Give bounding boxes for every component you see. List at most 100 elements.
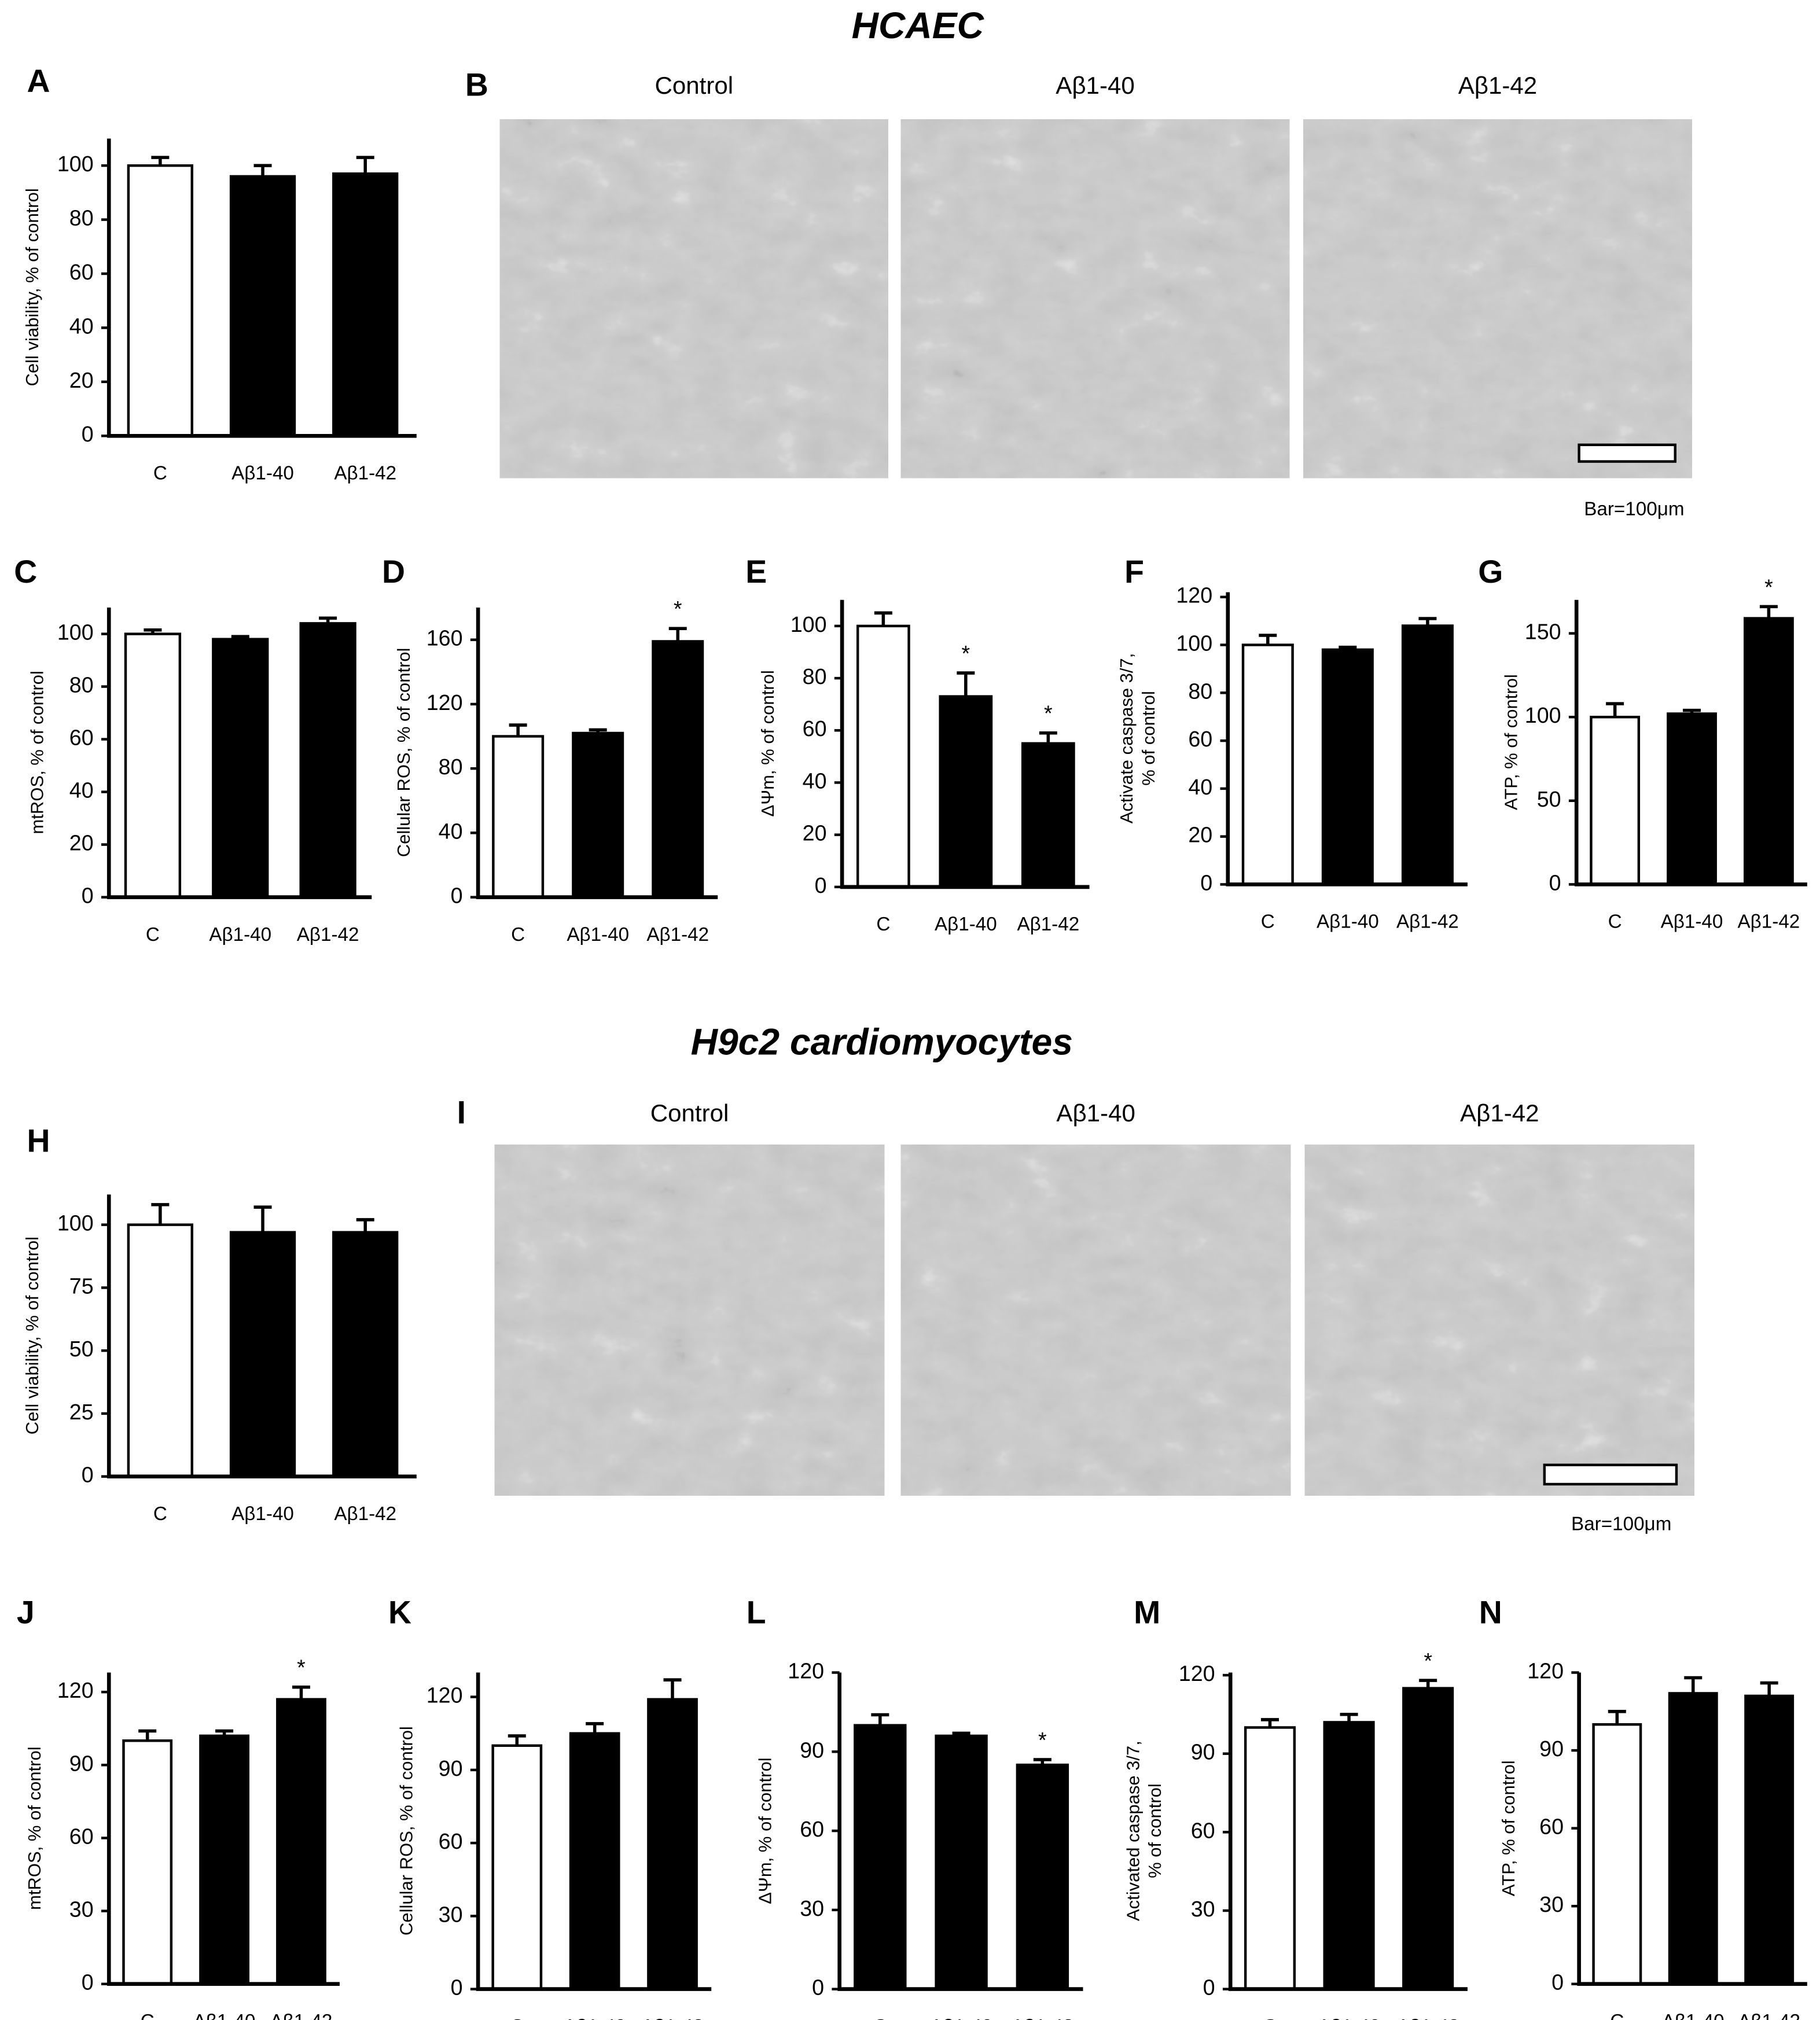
- bar: [572, 731, 624, 899]
- y-tick-label: 20: [803, 821, 827, 845]
- significance: *: [674, 597, 682, 621]
- y-tick-label: 60: [1539, 1815, 1564, 1839]
- error-bar: [668, 627, 687, 642]
- axis: [1226, 592, 1468, 886]
- error-bar: [1608, 1710, 1626, 1725]
- x-tick-label: Aβ1-40: [1317, 911, 1379, 933]
- image-caption: Aβ1-42: [1460, 1099, 1539, 1127]
- y-tick-label: 60: [1191, 1818, 1215, 1842]
- error-bar: [589, 728, 607, 733]
- bar: [1321, 648, 1374, 886]
- x-tick-label: Aβ1-40: [231, 1503, 294, 1525]
- y-axis-label: Cell viability, % of control: [22, 1237, 42, 1434]
- error-bar: [356, 1218, 374, 1232]
- x-tick-label: Aβ1-42: [1738, 2011, 1800, 2020]
- y-axis-label: Cellular ROS, % of control: [396, 1726, 416, 1936]
- scale-label: Bar=100μm: [1571, 1514, 1671, 1535]
- y-tick-label: 40: [439, 819, 463, 843]
- y-tick-label: 30: [800, 1896, 824, 1920]
- x-tick-label: Aβ1-42: [297, 924, 359, 945]
- bar: [935, 1734, 988, 1990]
- y-tick-label: 30: [69, 1897, 94, 1922]
- image-caption: Control: [650, 1099, 729, 1127]
- x-tick-label: Aβ1-40: [564, 2016, 626, 2020]
- y-axis-label: ATP, % of control: [1501, 674, 1521, 810]
- error-bar: [871, 1713, 889, 1725]
- bar: [1323, 1721, 1375, 1990]
- error-bar: [138, 1729, 157, 1741]
- bar: [332, 1231, 399, 1478]
- bar: [127, 1223, 193, 1478]
- x-tick-label: Aβ1-42: [1396, 911, 1459, 933]
- error-bar: [144, 628, 162, 634]
- bar: [569, 1732, 620, 1990]
- micrograph: [499, 119, 888, 479]
- x-tick-label: Aβ1-40: [1661, 911, 1723, 933]
- error-bar: [1039, 731, 1057, 744]
- y-axis-label: ΔΨm, % of control: [758, 670, 778, 816]
- error-bar: [1760, 1681, 1778, 1696]
- bar: [199, 1734, 249, 1985]
- y-tick-label: 120: [426, 690, 463, 715]
- y-tick-label: 150: [1525, 620, 1561, 644]
- bar: [1744, 1694, 1795, 1985]
- scale-bar: [1543, 1463, 1678, 1486]
- y-tick-label: 30: [439, 1902, 463, 1926]
- y-tick-label: 100: [57, 620, 94, 645]
- x-tick-label: Aβ1-40: [193, 2011, 256, 2020]
- y-tick-label: 60: [69, 726, 94, 750]
- x-tick-label: Aβ1-40: [930, 2016, 992, 2020]
- bar: [939, 695, 993, 889]
- error-bar: [356, 156, 374, 174]
- y-tick-label: 50: [1537, 787, 1561, 811]
- error-bar: [508, 1734, 526, 1746]
- y-tick-label: 80: [69, 206, 94, 230]
- error-bar: [874, 611, 892, 626]
- y-axis-label: Activate caspase 3/7,: [1116, 653, 1137, 824]
- x-tick-label: C: [146, 924, 160, 945]
- bar: [1668, 1692, 1718, 1985]
- y-tick-label: 80: [803, 664, 827, 689]
- bar: [299, 622, 356, 899]
- x-tick-label: Aβ1-42: [1397, 2016, 1459, 2020]
- y-tick-label: 100: [57, 1211, 94, 1235]
- bar: [1592, 1723, 1642, 1985]
- x-tick-label: C: [153, 1503, 167, 1525]
- y-tick-label: 0: [1203, 1975, 1215, 2000]
- y-tick-label: 60: [1188, 727, 1212, 751]
- y-tick-label: 0: [82, 884, 94, 908]
- y-tick-label: 90: [1191, 1740, 1215, 1764]
- significance: *: [1424, 1649, 1432, 1673]
- y-axis-label: mtROS, % of control: [27, 671, 47, 834]
- error-bar: [1260, 1718, 1279, 1728]
- scale-bar: [1578, 443, 1676, 463]
- y-tick-label: 90: [1539, 1736, 1564, 1761]
- y-axis-label: Cell viability, % of control: [22, 188, 42, 386]
- bar: [1667, 712, 1717, 886]
- error-bar: [663, 1678, 682, 1699]
- y-tick-label: 120: [788, 1658, 824, 1683]
- y-tick-label: 0: [815, 873, 827, 897]
- error-bar: [231, 635, 249, 639]
- error-bar: [1606, 702, 1624, 718]
- significance: *: [962, 641, 970, 665]
- y-tick-label: 50: [69, 1337, 94, 1361]
- panel-letter: E: [745, 554, 767, 590]
- error-bar: [319, 616, 337, 624]
- y-tick-label: 90: [69, 1751, 94, 1775]
- panel-letter: M: [1134, 1595, 1160, 1631]
- bar: [1016, 1763, 1069, 1990]
- error-bar: [586, 1722, 604, 1734]
- y-axis-label: Activated caspase 3/7,: [1123, 1741, 1143, 1921]
- bar: [1244, 1726, 1296, 1990]
- y-axis-label: % of control: [1145, 1783, 1165, 1878]
- y-tick-label: 120: [1179, 1661, 1215, 1686]
- y-tick-label: 20: [69, 368, 94, 392]
- micrograph: [1303, 119, 1692, 479]
- bar: [229, 1231, 296, 1478]
- error-bar: [509, 723, 527, 737]
- panel-letter: C: [14, 554, 37, 590]
- scale-label: Bar=100μm: [1584, 499, 1684, 520]
